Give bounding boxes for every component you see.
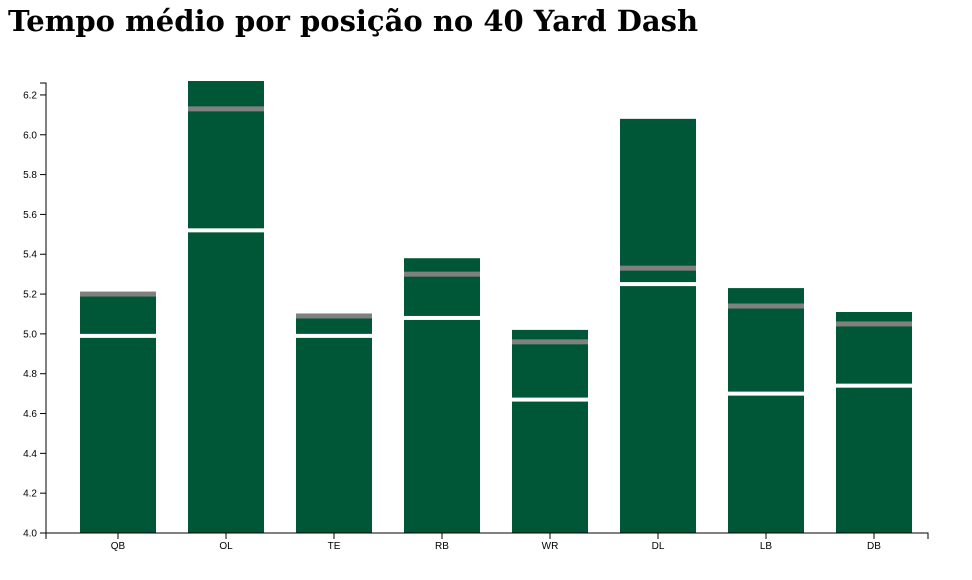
y-tick-label: 4.0 bbox=[23, 529, 37, 540]
y-tick-label: 4.8 bbox=[23, 369, 37, 380]
bar-wr bbox=[512, 329, 588, 533]
y-axis: 4.0 4.2 4.4 4.6 4.8 5.0 5.2 5.4 5.6 5.8 6.0 6.2 bbox=[23, 82, 47, 540]
x-axis-line bbox=[45, 532, 929, 539]
y-tick-label: 5.0 bbox=[23, 329, 37, 340]
x-tick-label: DL bbox=[652, 541, 665, 552]
bar-te bbox=[296, 313, 372, 533]
x-tick-label: RB bbox=[435, 541, 449, 552]
y-tick-label: 5.2 bbox=[23, 290, 37, 301]
white-marker-ol bbox=[188, 228, 264, 233]
bar-rb bbox=[404, 258, 480, 533]
x-tick-label: DB bbox=[867, 541, 881, 552]
x-tick-label: WR bbox=[542, 541, 559, 552]
gray-marker-dl bbox=[620, 265, 696, 271]
bar-qb bbox=[80, 292, 156, 533]
bar-db bbox=[836, 311, 912, 533]
gray-marker-te bbox=[296, 313, 372, 319]
white-marker-qb bbox=[80, 333, 156, 338]
bars-group bbox=[80, 81, 912, 534]
gray-marker-ol bbox=[188, 106, 264, 112]
y-tick-label: 5.6 bbox=[23, 210, 37, 221]
bar-lb bbox=[728, 288, 804, 533]
gray-marker-qb bbox=[80, 291, 156, 297]
y-tick-label: 5.8 bbox=[23, 170, 37, 181]
y-tick-label: 4.2 bbox=[23, 489, 37, 500]
x-tick-label: OL bbox=[219, 541, 233, 552]
white-marker-db bbox=[836, 383, 912, 388]
y-tick-label: 4.4 bbox=[23, 449, 37, 460]
gray-marker-db bbox=[836, 321, 912, 327]
y-axis-line bbox=[40, 82, 47, 534]
y-tick-label: 6.0 bbox=[23, 130, 37, 141]
white-marker-dl bbox=[620, 282, 696, 287]
y-tick-label: 6.2 bbox=[23, 90, 37, 101]
x-tick-label: LB bbox=[760, 541, 773, 552]
white-marker-te bbox=[296, 333, 372, 338]
x-axis: QB OL TE RB WR DL LB DB bbox=[45, 532, 929, 552]
gray-marker-wr bbox=[512, 339, 588, 345]
white-marker-lb bbox=[728, 391, 804, 396]
y-tick-label: 4.6 bbox=[23, 409, 37, 420]
gray-marker-rb bbox=[404, 271, 480, 277]
white-marker-wr bbox=[512, 397, 588, 402]
x-tick-label: QB bbox=[111, 541, 126, 552]
bar-ol bbox=[188, 81, 264, 533]
white-marker-rb bbox=[404, 315, 480, 320]
gray-marker-lb bbox=[728, 303, 804, 309]
bar-dl bbox=[620, 118, 696, 534]
y-tick-label: 5.4 bbox=[23, 250, 37, 261]
chart-title: Tempo médio por posição no 40 Yard Dash bbox=[8, 4, 699, 38]
x-tick-label: TE bbox=[328, 541, 341, 552]
